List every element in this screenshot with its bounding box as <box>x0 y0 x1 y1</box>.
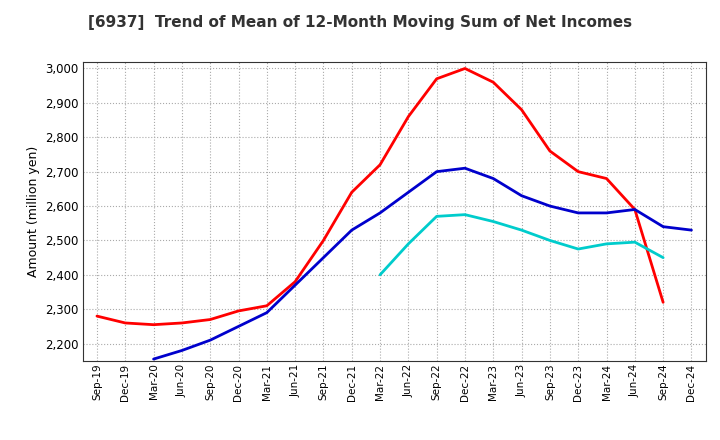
Y-axis label: Amount (million yen): Amount (million yen) <box>27 146 40 277</box>
Text: [6937]  Trend of Mean of 12-Month Moving Sum of Net Incomes: [6937] Trend of Mean of 12-Month Moving … <box>88 15 632 30</box>
